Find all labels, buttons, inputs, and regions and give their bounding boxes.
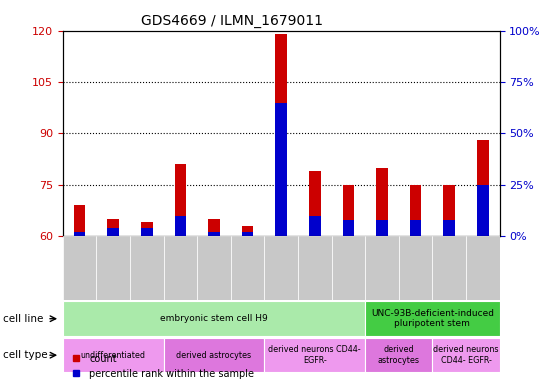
Bar xyxy=(477,140,489,236)
Text: cell type: cell type xyxy=(3,350,48,360)
Bar xyxy=(331,236,365,300)
Bar xyxy=(74,205,86,236)
Bar xyxy=(443,185,455,236)
Bar xyxy=(208,232,220,236)
Bar xyxy=(342,220,354,236)
Text: cell line: cell line xyxy=(3,314,43,324)
Bar xyxy=(477,185,489,236)
Text: derived
astrocytes: derived astrocytes xyxy=(378,346,420,365)
Bar xyxy=(264,338,365,372)
Bar xyxy=(242,226,253,236)
Bar xyxy=(175,216,186,236)
Bar xyxy=(432,236,466,300)
Bar xyxy=(63,236,97,300)
Text: GDS4669 / ILMN_1679011: GDS4669 / ILMN_1679011 xyxy=(141,14,323,28)
Bar xyxy=(410,185,422,236)
Text: undifferentiated: undifferentiated xyxy=(81,351,146,360)
Bar xyxy=(309,171,321,236)
Bar xyxy=(376,220,388,236)
Bar xyxy=(231,236,264,300)
Bar xyxy=(443,220,455,236)
Bar xyxy=(74,232,86,236)
Bar xyxy=(208,219,220,236)
Text: derived neurons CD44-
EGFR-: derived neurons CD44- EGFR- xyxy=(269,346,361,365)
Bar xyxy=(275,103,287,236)
Bar xyxy=(108,219,119,236)
Bar xyxy=(365,338,432,372)
Bar xyxy=(175,164,186,236)
Bar xyxy=(365,236,399,300)
Bar xyxy=(342,185,354,236)
Legend: count, percentile rank within the sample: count, percentile rank within the sample xyxy=(68,350,258,383)
Bar xyxy=(197,236,231,300)
Text: derived astrocytes: derived astrocytes xyxy=(176,351,252,360)
Bar xyxy=(242,232,253,236)
Bar xyxy=(309,216,321,236)
Text: derived neurons
CD44- EGFR-: derived neurons CD44- EGFR- xyxy=(433,346,498,365)
Bar xyxy=(141,222,153,236)
Bar xyxy=(466,236,500,300)
Bar xyxy=(410,220,422,236)
Bar xyxy=(275,34,287,236)
Bar xyxy=(164,338,264,372)
Bar xyxy=(130,236,164,300)
Text: UNC-93B-deficient-induced
pluripotent stem: UNC-93B-deficient-induced pluripotent st… xyxy=(371,309,494,328)
Bar xyxy=(97,236,130,300)
Bar xyxy=(141,228,153,236)
Bar xyxy=(399,236,432,300)
Bar xyxy=(164,236,197,300)
Bar xyxy=(264,236,298,300)
Bar xyxy=(63,338,164,372)
Text: embryonic stem cell H9: embryonic stem cell H9 xyxy=(160,314,268,323)
Bar xyxy=(108,228,119,236)
Bar xyxy=(376,168,388,236)
Bar xyxy=(432,338,500,372)
Bar xyxy=(365,301,500,336)
Bar xyxy=(298,236,331,300)
Bar xyxy=(63,301,365,336)
